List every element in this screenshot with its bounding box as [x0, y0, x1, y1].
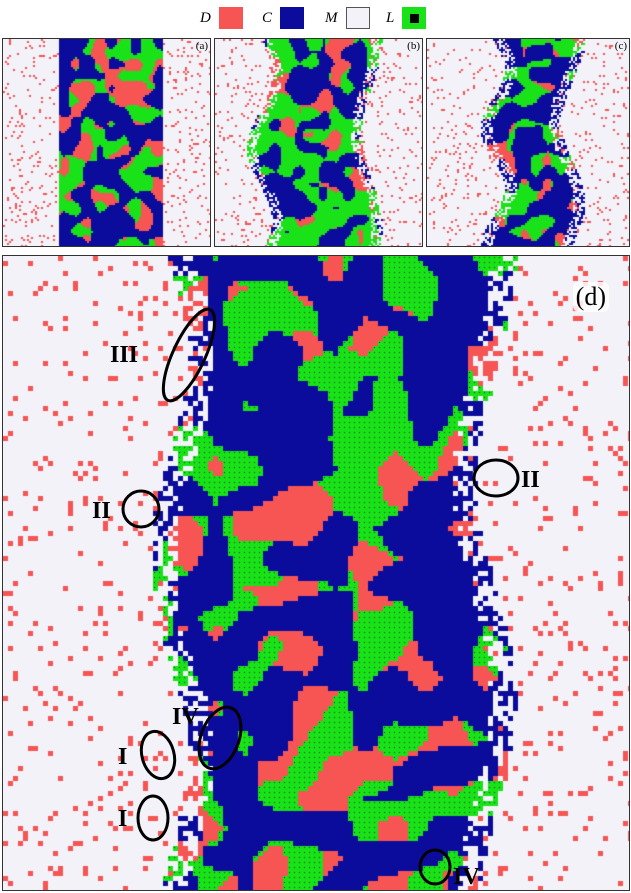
- circle-II-right: [472, 458, 520, 498]
- panel-d-label: (d): [572, 282, 609, 312]
- panel-b-label: (b): [407, 40, 420, 52]
- panel-a: (a): [2, 38, 211, 247]
- lattice-c: [427, 39, 629, 246]
- legend-swatch-c: [280, 7, 305, 29]
- circle-II-left: [121, 489, 161, 529]
- label-II-right: II: [521, 467, 540, 493]
- legend-item-m: M: [325, 5, 370, 31]
- legend-swatch-m: [345, 7, 370, 29]
- ellipse-IV-upper: [197, 705, 243, 771]
- ellipse-I-lower: [136, 794, 170, 842]
- legend-label-m: M: [325, 9, 338, 26]
- legend-item-c: C: [262, 5, 305, 31]
- label-II-left: II: [92, 498, 111, 524]
- panel-c: (c): [426, 38, 630, 247]
- legend-swatch-l: [402, 7, 427, 29]
- panel-a-label: (a): [195, 40, 208, 52]
- legend: D C M L: [0, 0, 631, 36]
- lattice-d: [3, 256, 629, 890]
- panel-b: (b): [214, 38, 423, 247]
- label-I-lower: I: [118, 806, 127, 832]
- label-III: III: [110, 342, 138, 368]
- circle-IV-lower: [418, 848, 452, 886]
- ellipse-I-upper: [139, 729, 177, 781]
- legend-label-c: C: [262, 9, 273, 26]
- panel-c-label: (c): [614, 40, 627, 52]
- legend-label-d: D: [200, 9, 211, 26]
- legend-swatch-d: [218, 7, 243, 29]
- lattice-b: [215, 39, 422, 246]
- legend-item-d: D: [200, 5, 243, 31]
- panel-d: (d): [2, 255, 630, 891]
- ellipse-III: [161, 307, 217, 403]
- loner-center-icon: [410, 14, 420, 23]
- legend-label-l: L: [386, 9, 395, 26]
- label-IV-upper: IV: [172, 704, 199, 730]
- label-IV-lower: IV: [453, 864, 480, 890]
- lattice-a: [3, 39, 210, 246]
- legend-item-l: L: [386, 5, 427, 31]
- label-I-upper: I: [118, 744, 127, 770]
